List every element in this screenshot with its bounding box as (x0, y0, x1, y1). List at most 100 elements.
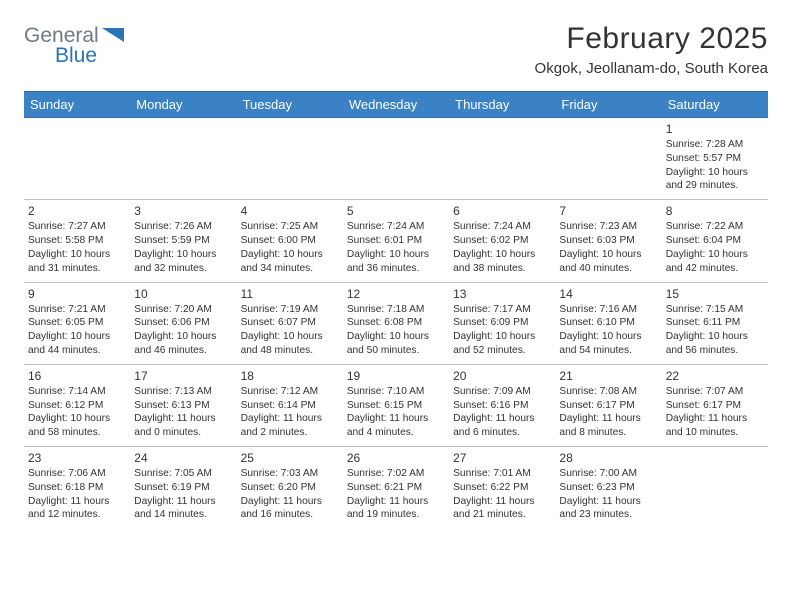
day-number: 17 (134, 368, 232, 384)
sunrise-text: Sunrise: 7:13 AM (134, 385, 232, 399)
day-number: 1 (666, 121, 764, 137)
daylight-text: Daylight: 11 hours and 0 minutes. (134, 412, 232, 440)
sunset-text: Sunset: 6:13 PM (134, 399, 232, 413)
header: General Blue February 2025 Okgok, Jeolla… (24, 22, 768, 77)
calendar-cell: 8Sunrise: 7:22 AMSunset: 6:04 PMDaylight… (662, 200, 768, 282)
sunrise-text: Sunrise: 7:07 AM (666, 385, 764, 399)
daylight-text: Daylight: 10 hours and 32 minutes. (134, 248, 232, 276)
calendar-cell: 3Sunrise: 7:26 AMSunset: 5:59 PMDaylight… (130, 200, 236, 282)
calendar-cell (449, 118, 555, 200)
day-number: 28 (559, 450, 657, 466)
sunset-text: Sunset: 6:22 PM (453, 481, 551, 495)
sunrise-text: Sunrise: 7:23 AM (559, 220, 657, 234)
calendar-cell (343, 118, 449, 200)
sunrise-text: Sunrise: 7:24 AM (347, 220, 445, 234)
sunrise-text: Sunrise: 7:20 AM (134, 303, 232, 317)
sunrise-text: Sunrise: 7:16 AM (559, 303, 657, 317)
logo-icon: General Blue (24, 22, 152, 66)
day-number: 23 (28, 450, 126, 466)
calendar-cell (237, 118, 343, 200)
day-number: 14 (559, 286, 657, 302)
daylight-text: Daylight: 11 hours and 14 minutes. (134, 495, 232, 523)
sunrise-text: Sunrise: 7:17 AM (453, 303, 551, 317)
sunset-text: Sunset: 6:07 PM (241, 316, 339, 330)
day-number: 25 (241, 450, 339, 466)
day-number: 6 (453, 203, 551, 219)
daylight-text: Daylight: 10 hours and 56 minutes. (666, 330, 764, 358)
calendar-cell: 23Sunrise: 7:06 AMSunset: 6:18 PMDayligh… (24, 447, 130, 529)
daylight-text: Daylight: 10 hours and 40 minutes. (559, 248, 657, 276)
logo: General Blue (24, 22, 152, 66)
sunset-text: Sunset: 6:05 PM (28, 316, 126, 330)
calendar-cell: 20Sunrise: 7:09 AMSunset: 6:16 PMDayligh… (449, 364, 555, 446)
sunrise-text: Sunrise: 7:26 AM (134, 220, 232, 234)
sunset-text: Sunset: 6:08 PM (347, 316, 445, 330)
daylight-text: Daylight: 10 hours and 46 minutes. (134, 330, 232, 358)
sunrise-text: Sunrise: 7:19 AM (241, 303, 339, 317)
calendar-cell: 24Sunrise: 7:05 AMSunset: 6:19 PMDayligh… (130, 447, 236, 529)
calendar-cell: 7Sunrise: 7:23 AMSunset: 6:03 PMDaylight… (555, 200, 661, 282)
sunrise-text: Sunrise: 7:28 AM (666, 138, 764, 152)
daylight-text: Daylight: 10 hours and 52 minutes. (453, 330, 551, 358)
day-number: 16 (28, 368, 126, 384)
day-number: 13 (453, 286, 551, 302)
sunset-text: Sunset: 6:17 PM (666, 399, 764, 413)
sunrise-text: Sunrise: 7:03 AM (241, 467, 339, 481)
sunset-text: Sunset: 6:14 PM (241, 399, 339, 413)
sunrise-text: Sunrise: 7:24 AM (453, 220, 551, 234)
sunset-text: Sunset: 6:16 PM (453, 399, 551, 413)
logo-sail-icon (102, 28, 124, 42)
calendar-week: 16Sunrise: 7:14 AMSunset: 6:12 PMDayligh… (24, 364, 768, 446)
day-number: 19 (347, 368, 445, 384)
daylight-text: Daylight: 10 hours and 54 minutes. (559, 330, 657, 358)
page-subtitle: Okgok, Jeollanam-do, South Korea (535, 60, 768, 77)
calendar-cell: 12Sunrise: 7:18 AMSunset: 6:08 PMDayligh… (343, 282, 449, 364)
calendar-cell: 5Sunrise: 7:24 AMSunset: 6:01 PMDaylight… (343, 200, 449, 282)
sunset-text: Sunset: 5:58 PM (28, 234, 126, 248)
calendar-week: 9Sunrise: 7:21 AMSunset: 6:05 PMDaylight… (24, 282, 768, 364)
calendar-cell: 15Sunrise: 7:15 AMSunset: 6:11 PMDayligh… (662, 282, 768, 364)
daylight-text: Daylight: 11 hours and 19 minutes. (347, 495, 445, 523)
sunrise-text: Sunrise: 7:09 AM (453, 385, 551, 399)
sunrise-text: Sunrise: 7:05 AM (134, 467, 232, 481)
day-number: 10 (134, 286, 232, 302)
calendar-cell: 19Sunrise: 7:10 AMSunset: 6:15 PMDayligh… (343, 364, 449, 446)
col-friday: Friday (555, 92, 661, 118)
sunset-text: Sunset: 6:10 PM (559, 316, 657, 330)
calendar-header-row: Sunday Monday Tuesday Wednesday Thursday… (24, 92, 768, 118)
col-sunday: Sunday (24, 92, 130, 118)
calendar-week: 23Sunrise: 7:06 AMSunset: 6:18 PMDayligh… (24, 447, 768, 529)
daylight-text: Daylight: 10 hours and 31 minutes. (28, 248, 126, 276)
page-title: February 2025 (535, 22, 768, 56)
col-monday: Monday (130, 92, 236, 118)
col-saturday: Saturday (662, 92, 768, 118)
sunrise-text: Sunrise: 7:18 AM (347, 303, 445, 317)
daylight-text: Daylight: 10 hours and 50 minutes. (347, 330, 445, 358)
daylight-text: Daylight: 11 hours and 6 minutes. (453, 412, 551, 440)
day-number: 21 (559, 368, 657, 384)
day-number: 5 (347, 203, 445, 219)
day-number: 26 (347, 450, 445, 466)
calendar-cell: 4Sunrise: 7:25 AMSunset: 6:00 PMDaylight… (237, 200, 343, 282)
sunrise-text: Sunrise: 7:12 AM (241, 385, 339, 399)
day-number: 3 (134, 203, 232, 219)
day-number: 24 (134, 450, 232, 466)
day-number: 7 (559, 203, 657, 219)
calendar-cell: 26Sunrise: 7:02 AMSunset: 6:21 PMDayligh… (343, 447, 449, 529)
daylight-text: Daylight: 11 hours and 12 minutes. (28, 495, 126, 523)
sunset-text: Sunset: 6:15 PM (347, 399, 445, 413)
calendar-cell: 18Sunrise: 7:12 AMSunset: 6:14 PMDayligh… (237, 364, 343, 446)
daylight-text: Daylight: 10 hours and 29 minutes. (666, 166, 764, 194)
calendar-body: 1Sunrise: 7:28 AMSunset: 5:57 PMDaylight… (24, 118, 768, 529)
sunset-text: Sunset: 6:02 PM (453, 234, 551, 248)
calendar-cell: 14Sunrise: 7:16 AMSunset: 6:10 PMDayligh… (555, 282, 661, 364)
sunrise-text: Sunrise: 7:25 AM (241, 220, 339, 234)
daylight-text: Daylight: 11 hours and 8 minutes. (559, 412, 657, 440)
sunset-text: Sunset: 6:04 PM (666, 234, 764, 248)
sunrise-text: Sunrise: 7:08 AM (559, 385, 657, 399)
calendar-cell: 16Sunrise: 7:14 AMSunset: 6:12 PMDayligh… (24, 364, 130, 446)
calendar-cell (662, 447, 768, 529)
day-number: 15 (666, 286, 764, 302)
calendar-cell: 17Sunrise: 7:13 AMSunset: 6:13 PMDayligh… (130, 364, 236, 446)
daylight-text: Daylight: 10 hours and 38 minutes. (453, 248, 551, 276)
